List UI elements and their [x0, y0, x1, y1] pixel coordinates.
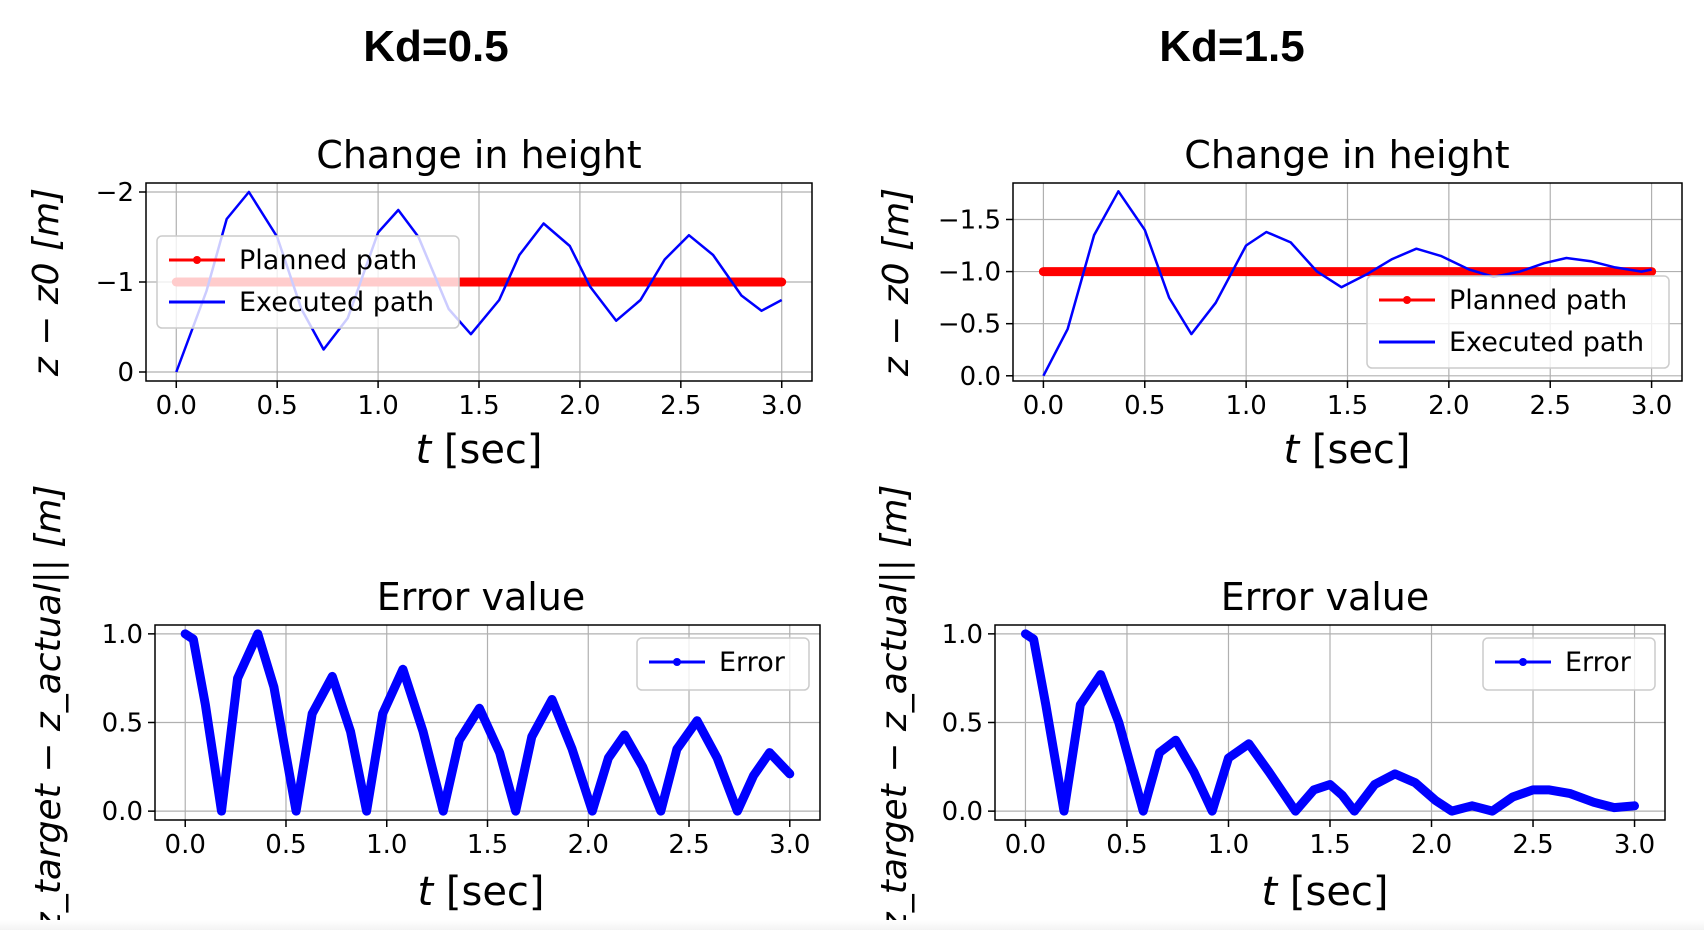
legend-entry-label: Error	[719, 647, 786, 678]
y-tick-label: 0.5	[942, 709, 983, 739]
x-axis-label: t [sec]	[1261, 869, 1388, 915]
y-tick-label: −0.5	[938, 310, 1001, 340]
column-title-left: Kd=0.5	[363, 22, 509, 71]
series-line-error	[180, 629, 795, 816]
x-tick-label: 0.5	[1106, 830, 1147, 860]
x-tick-label: 2.0	[1428, 391, 1469, 421]
legend-box	[636, 637, 810, 691]
x-tick-label: 0.5	[265, 830, 306, 860]
legend-box	[156, 235, 460, 329]
x-tick-label: 1.5	[1309, 830, 1350, 860]
chart-title: Error value	[377, 575, 586, 619]
y-axis-label: ||z_target − z_actual|| [m]	[874, 485, 915, 930]
x-tick-label: 2.0	[1411, 830, 1452, 860]
legend-swatch-marker	[193, 256, 201, 264]
x-tick-label: 3.0	[1631, 391, 1672, 421]
x-tick-label: 1.0	[1225, 391, 1266, 421]
chart-title: Change in height	[1184, 133, 1509, 177]
y-tick-label: 0.0	[960, 362, 1001, 392]
legend-entry-label: Executed path	[239, 287, 434, 318]
legend-entry-label: Planned path	[1449, 285, 1627, 316]
chart-right-bottom: 0.0 0.5 1.0 1.5 2.0 2.5 3.0 0.0 0.5 1.0 Error valu…	[874, 485, 1666, 930]
x-tick-label: 0.5	[1124, 391, 1165, 421]
y-axis-label: ||z_target − z_actual|| [m]	[28, 485, 69, 930]
x-tick-label: 2.5	[668, 830, 709, 860]
x-tick-label: 1.0	[366, 830, 407, 860]
bottom-shade	[0, 920, 1704, 930]
x-tick-label: 0.5	[257, 391, 298, 421]
x-tick-label: 2.0	[568, 830, 609, 860]
chart-title: Error value	[1221, 575, 1430, 619]
legend: Planned path Executed path	[156, 235, 460, 329]
y-tick-label: 1.0	[102, 620, 143, 650]
x-tick-label: 1.5	[458, 391, 499, 421]
legend-entry-label: Planned path	[239, 245, 417, 276]
x-tick-label: 0.0	[156, 391, 197, 421]
y-axis-label: z − z0 [m]	[876, 188, 917, 377]
y-tick-label: −2	[96, 178, 134, 208]
x-tick-label: 1.0	[357, 391, 398, 421]
x-tick-label: 2.5	[660, 391, 701, 421]
x-tick-label: 2.5	[1512, 830, 1553, 860]
y-tick-label: −1	[96, 268, 134, 298]
x-tick-label: 3.0	[1614, 830, 1655, 860]
x-tick-label: 0.0	[1023, 391, 1064, 421]
x-tick-label: 2.5	[1530, 391, 1571, 421]
x-axis-label: t [sec]	[417, 869, 544, 915]
legend-box	[1482, 637, 1656, 691]
x-axis-label: t [sec]	[1283, 427, 1410, 473]
y-tick-label: 0.0	[102, 797, 143, 827]
y-tick-label: 0.0	[942, 797, 983, 827]
y-tick-label: −1.5	[938, 205, 1001, 235]
x-tick-label: 3.0	[761, 391, 802, 421]
legend-swatch-marker	[673, 658, 681, 666]
chart-left-bottom: 0.0 0.5 1.0 1.5 2.0 2.5 3.0 0.0 0.5 1.0 Error valu…	[28, 485, 821, 930]
x-tick-label: 0.0	[165, 830, 206, 860]
y-axis-label: z − z0 [m]	[26, 188, 67, 377]
chart-right-top: 0.0 0.5 1.0 1.5 2.0 2.5 3.0 0.0 −0.5 −1.0 −1.5 Chan…	[876, 133, 1683, 473]
legend: Planned path Executed path	[1366, 275, 1670, 369]
legend: Error	[1482, 637, 1656, 691]
legend: Error	[636, 637, 810, 691]
x-tick-label: 3.0	[769, 830, 810, 860]
x-tick-label: 2.0	[559, 391, 600, 421]
y-tick-label: −1.0	[938, 258, 1001, 288]
y-tick-label: 0	[117, 358, 134, 388]
legend-entry-label: Executed path	[1449, 327, 1644, 358]
x-tick-label: 1.0	[1208, 830, 1249, 860]
series-line-error	[1021, 629, 1639, 816]
legend-entry-label: Error	[1565, 647, 1632, 678]
y-tick-label: 0.5	[102, 709, 143, 739]
chart-left-top: 0.0 0.5 1.0 1.5 2.0 2.5 3.0 0 −1 −2 Change in heig…	[26, 133, 813, 473]
series-line-executed-path	[1042, 190, 1652, 377]
column-title-right: Kd=1.5	[1159, 22, 1305, 71]
x-tick-label: 1.5	[467, 830, 508, 860]
legend-swatch-marker	[1519, 658, 1527, 666]
y-tick-label: 1.0	[942, 620, 983, 650]
legend-box	[1366, 275, 1670, 369]
x-tick-label: 1.5	[1327, 391, 1368, 421]
x-axis-label: t [sec]	[415, 427, 542, 473]
x-tick-label: 0.0	[1005, 830, 1046, 860]
legend-swatch-marker	[1403, 296, 1411, 304]
chart-title: Change in height	[316, 133, 641, 177]
